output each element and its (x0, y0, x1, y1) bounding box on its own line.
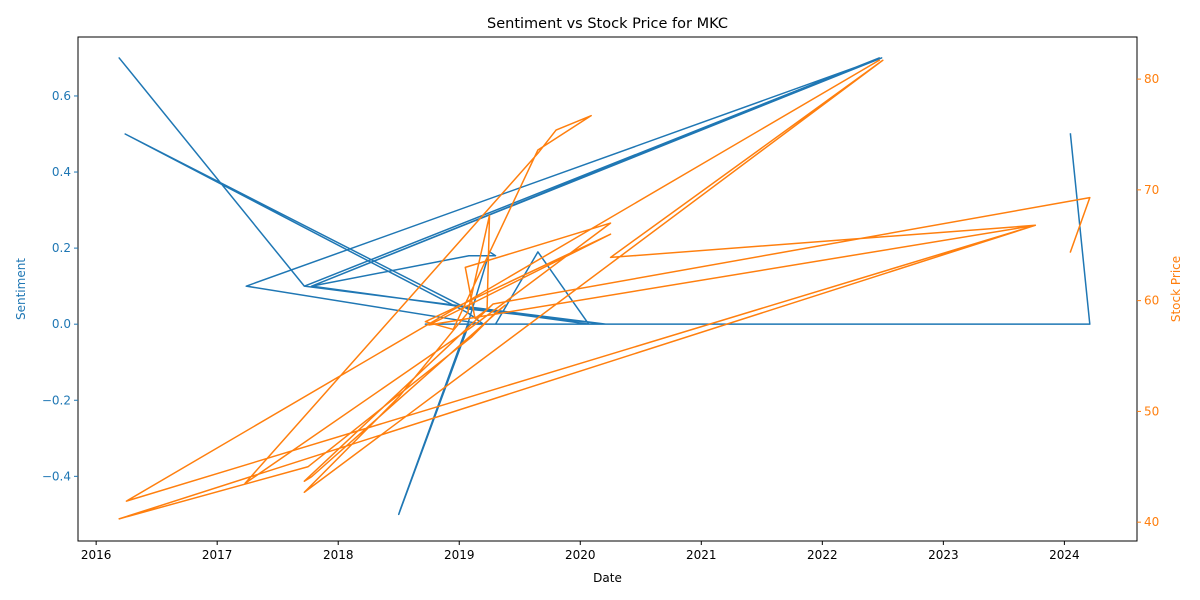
x-tick-label: 2020 (565, 548, 596, 562)
stock-price-series-line (118, 59, 1091, 520)
right-y-tick-label: 80 (1144, 72, 1159, 86)
left-y-tick-label: 0.2 (52, 241, 71, 255)
left-y-tick-label: 0.6 (52, 89, 71, 103)
axes-frame (77, 36, 1138, 542)
axes-border (77, 36, 1138, 542)
sentiment-series-line (118, 57, 1091, 516)
right-y-tick-label: 40 (1144, 515, 1159, 529)
x-tick-label: 2016 (81, 548, 112, 562)
left-axis-title: Sentiment (14, 258, 28, 320)
left-y-tick-label: −0.4 (42, 469, 71, 483)
left-y-tick-label: 0.4 (52, 165, 71, 179)
x-tick-label: 2019 (444, 548, 475, 562)
left-y-tick-label: −0.2 (42, 393, 71, 407)
plot-area (118, 57, 1091, 520)
right-y-tick-label: 60 (1144, 294, 1159, 308)
x-tick-label: 2021 (686, 548, 717, 562)
x-tick-label: 2018 (323, 548, 354, 562)
left-y-axis: −0.4 −0.2 0.0 0.2 0.4 0.6 (42, 89, 78, 483)
right-y-tick-label: 50 (1144, 404, 1159, 418)
right-axis-title: Stock Price (1169, 256, 1183, 322)
right-y-axis: 40 50 60 70 80 (1137, 72, 1159, 529)
right-y-tick-label: 70 (1144, 183, 1159, 197)
x-axis: 2016 2017 2018 2019 2020 2021 2022 2023 2024 (81, 541, 1080, 562)
x-axis-title: Date (593, 571, 622, 585)
x-tick-label: 2023 (928, 548, 959, 562)
x-tick-label: 2022 (807, 548, 838, 562)
x-tick-label: 2017 (202, 548, 233, 562)
chart-title: Sentiment vs Stock Price for MKC (487, 16, 728, 32)
x-tick-label: 2024 (1049, 548, 1080, 562)
left-y-tick-label: 0.0 (52, 317, 71, 331)
